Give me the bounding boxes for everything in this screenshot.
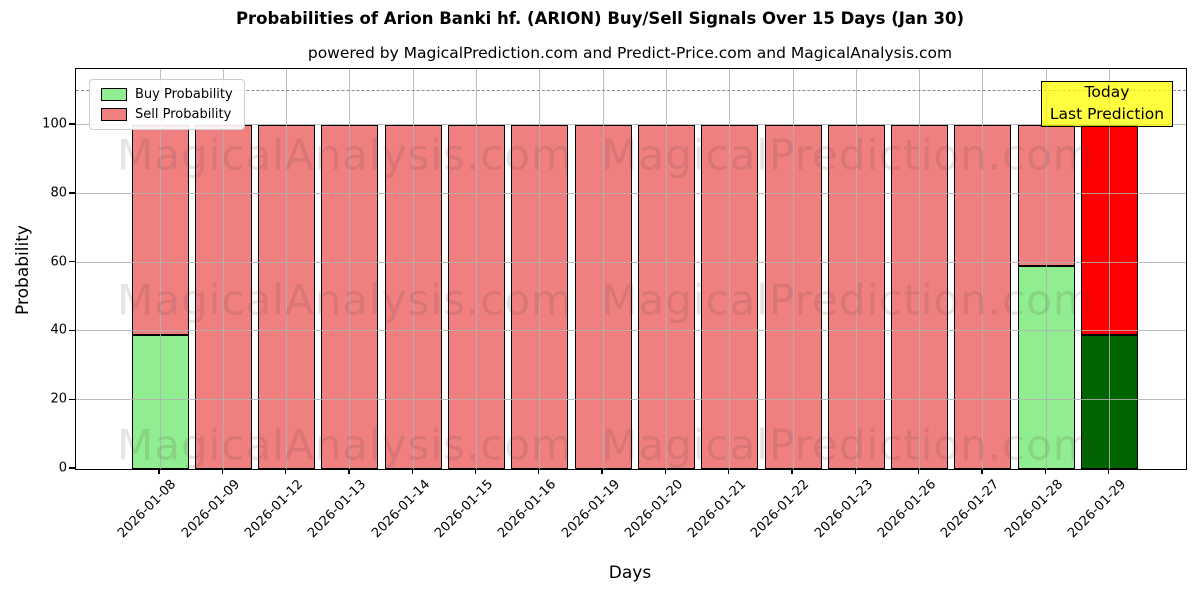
x-tick-label: 2026-01-26 — [875, 477, 940, 542]
x-tick-label: 2026-01-21 — [685, 477, 750, 542]
watermark-text: MagicalPrediction.com — [601, 420, 1095, 470]
gridline-horizontal — [76, 124, 1186, 126]
y-tick-mark — [69, 260, 75, 263]
y-tick-label: 0 — [58, 460, 67, 476]
x-tick-mark — [981, 469, 983, 475]
x-tick-label: 2026-01-29 — [1065, 477, 1130, 542]
x-tick-mark — [411, 469, 413, 475]
gridline-vertical — [349, 69, 351, 469]
watermark-text: MagicalAnalysis.com — [117, 130, 573, 180]
x-tick-mark — [158, 469, 160, 475]
x-tick-label: 2026-01-14 — [368, 477, 433, 542]
x-tick-mark — [221, 469, 223, 475]
gridline-vertical — [602, 69, 604, 469]
gridline-vertical — [476, 69, 477, 469]
dashed-threshold-line — [76, 89, 1186, 91]
x-tick-mark — [348, 469, 350, 475]
legend-item-sell: Sell Probability — [101, 107, 233, 122]
x-tick-label: 2026-01-08 — [115, 477, 180, 542]
x-tick-label: 2026-01-22 — [748, 477, 813, 542]
gridline-vertical — [982, 69, 984, 469]
y-tick-label: 60 — [50, 254, 67, 270]
x-tick-label: 2026-01-27 — [938, 477, 1003, 542]
gridline-vertical — [919, 69, 921, 469]
gridline-vertical — [855, 69, 857, 469]
x-tick-mark — [791, 469, 793, 475]
x-tick-label: 2026-01-13 — [305, 477, 370, 542]
y-tick-label: 80 — [50, 185, 67, 201]
gridline-vertical — [665, 69, 667, 469]
gridline-vertical — [792, 69, 794, 469]
x-tick-mark — [601, 469, 603, 475]
gridline-vertical — [539, 69, 541, 469]
y-tick-label: 20 — [50, 391, 67, 407]
legend-item-buy: Buy Probability — [101, 87, 233, 102]
x-tick-mark — [538, 469, 540, 475]
buy-swatch-icon — [101, 88, 127, 101]
gridline-vertical — [286, 69, 288, 469]
watermark-text: MagicalAnalysis.com — [117, 275, 573, 325]
x-tick-mark — [474, 469, 477, 475]
legend-label-buy: Buy Probability — [135, 87, 233, 102]
x-tick-mark — [664, 469, 667, 475]
gridline-vertical — [1045, 69, 1047, 469]
x-tick-label: 2026-01-28 — [1001, 477, 1066, 542]
y-tick-mark — [69, 329, 75, 332]
y-tick-mark — [69, 398, 75, 400]
y-tick-mark — [69, 467, 75, 469]
y-tick-mark — [69, 123, 75, 125]
gridline-horizontal — [76, 330, 1186, 332]
x-tick-label: 2026-01-16 — [495, 477, 560, 542]
watermark-text: MagicalPrediction.com — [601, 275, 1095, 325]
sell-swatch-icon — [101, 108, 127, 121]
plot-area: Buy Probability Sell Probability Today L… — [75, 68, 1187, 470]
legend: Buy Probability Sell Probability — [89, 79, 245, 130]
watermark-text: MagicalPrediction.com — [601, 130, 1095, 180]
x-tick-label: 2026-01-23 — [811, 477, 876, 542]
gridline-horizontal — [76, 261, 1186, 263]
gridline-horizontal — [76, 192, 1186, 194]
x-tick-label: 2026-01-15 — [432, 477, 497, 542]
x-axis-label: Days — [608, 563, 652, 583]
x-tick-mark — [1107, 469, 1110, 475]
x-tick-mark — [284, 469, 287, 475]
chart-title: Probabilities of Arion Banki hf. (ARION)… — [235, 9, 965, 28]
gridline-vertical — [159, 69, 161, 469]
gridline-vertical — [1109, 69, 1110, 469]
x-tick-mark — [1044, 469, 1046, 475]
watermark-text: MagicalAnalysis.com — [117, 420, 573, 470]
y-tick-mark — [69, 192, 75, 194]
gridline-vertical — [729, 69, 731, 469]
x-tick-label: 2026-01-19 — [558, 477, 623, 542]
gridline-vertical — [222, 69, 224, 469]
today-annotation: Today Last Prediction — [1041, 81, 1173, 127]
today-annotation-line1: Today — [1084, 83, 1130, 102]
x-tick-mark — [917, 469, 920, 475]
x-tick-mark — [854, 469, 856, 475]
today-annotation-line2: Last Prediction — [1049, 105, 1165, 123]
x-tick-label: 2026-01-20 — [621, 477, 687, 542]
y-tick-label: 40 — [50, 322, 67, 338]
y-tick-label: 100 — [42, 116, 67, 132]
x-tick-label: 2026-01-09 — [178, 477, 243, 542]
x-tick-mark — [728, 469, 730, 475]
legend-label-sell: Sell Probability — [135, 107, 232, 122]
chart-subtitle: powered by MagicalPrediction.com and Pre… — [307, 44, 953, 62]
gridline-horizontal — [76, 399, 1186, 401]
x-tick-label: 2026-01-12 — [242, 477, 307, 542]
gridline-vertical — [412, 69, 414, 469]
